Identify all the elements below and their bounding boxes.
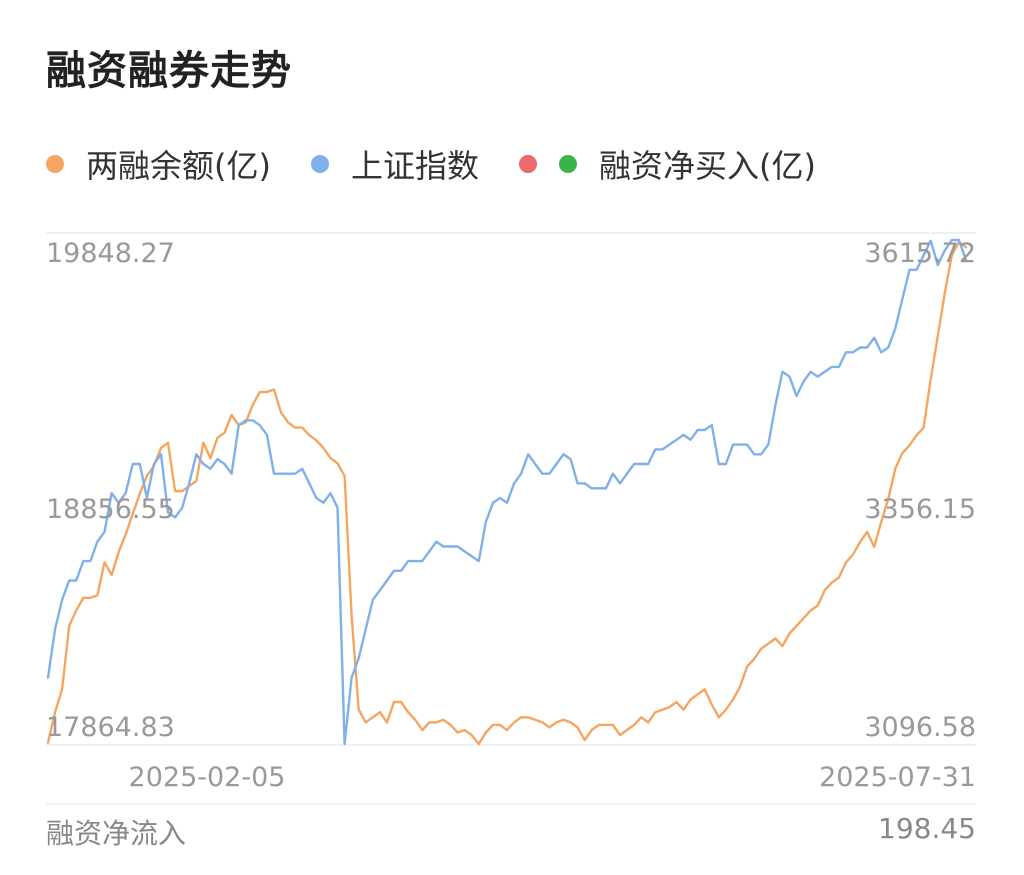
legend-item-net-buy[interactable]: 融资净买入(亿)	[519, 141, 816, 187]
net-inflow-row: 融资净流入 198.45	[46, 812, 976, 852]
series-line-margin-balance	[46, 240, 968, 746]
legend-dot-margin-balance	[46, 155, 64, 173]
legend-item-index[interactable]: 上证指数	[310, 141, 479, 187]
right-axis-tick-middle: 3356.15	[864, 494, 976, 525]
series-line-index	[46, 238, 968, 746]
legend-label-margin-balance: 两融余额(亿)	[86, 147, 271, 185]
legend-label-index: 上证指数	[350, 147, 479, 185]
net-inflow-value: 198.45	[878, 812, 976, 845]
right-axis-tick-top: 3615.72	[864, 238, 976, 269]
legend-label-net-buy: 融资净买入(亿)	[599, 147, 816, 185]
chart-legend: 两融余额(亿) 上证指数 融资净买入(亿)	[46, 142, 838, 186]
x-axis-tick-end: 2025-07-31	[819, 762, 976, 793]
left-axis-tick-bottom: 17864.83	[46, 712, 175, 743]
x-axis-tick-start: 2025-02-05	[129, 762, 286, 793]
left-axis-tick-middle: 18856.55	[46, 494, 175, 525]
legend-dot-net-buy-negative	[559, 155, 577, 173]
right-axis-tick-bottom: 3096.58	[864, 712, 976, 743]
net-inflow-label: 融资净流入	[46, 817, 187, 850]
legend-dot-index	[310, 155, 329, 173]
legend-item-margin-balance[interactable]: 两融余额(亿)	[46, 141, 271, 187]
chart-title: 融资融券走势	[46, 48, 292, 94]
legend-dot-net-buy-positive	[519, 155, 537, 173]
left-axis-tick-top: 19848.27	[46, 238, 175, 269]
